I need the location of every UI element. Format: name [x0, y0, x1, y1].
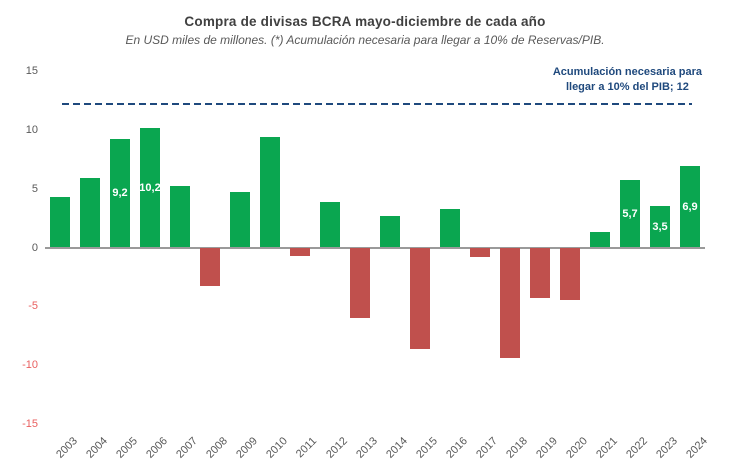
x-tick-2022: 2022	[623, 435, 650, 461]
x-tick-2019: 2019	[533, 435, 560, 461]
bar-2011	[290, 247, 310, 256]
bar-2020	[560, 247, 580, 301]
reference-annotation-line1: Acumulación necesaria para	[552, 66, 702, 78]
bar-2003	[50, 196, 70, 248]
bar-value-label-2023: 3,5	[652, 220, 668, 233]
bar-2006	[140, 127, 160, 248]
chart-title: Compra de divisas BCRA mayo-diciembre de…	[184, 14, 546, 29]
x-tick-2018: 2018	[503, 435, 530, 461]
x-tick-2021: 2021	[593, 435, 620, 461]
bar-2015	[410, 247, 430, 349]
y-tick-10: 10	[25, 123, 38, 136]
bar-value-label-2024: 6,9	[682, 200, 698, 213]
bar-2007	[170, 186, 190, 248]
x-tick-2012: 2012	[323, 435, 350, 461]
x-tick-2007: 2007	[173, 435, 200, 461]
bar-value-label-2022: 5,7	[622, 207, 638, 220]
reference-annotation: Acumulación necesaria para llegar a 10% …	[553, 65, 702, 95]
x-tick-2014: 2014	[383, 435, 410, 461]
x-tick-2006: 2006	[143, 435, 170, 461]
bar-2023	[650, 206, 670, 248]
x-tick-2010: 2010	[263, 435, 290, 461]
y-tick-0: 0	[31, 241, 38, 254]
x-tick-2009: 2009	[233, 435, 260, 461]
bar-2018	[500, 247, 520, 359]
x-tick-2008: 2008	[203, 435, 230, 461]
bar-value-label-2005: 9,2	[112, 187, 128, 200]
chart-subtitle: En USD miles de millones. (*) Acumulació…	[125, 33, 605, 47]
x-tick-2003: 2003	[53, 435, 80, 461]
y-tick-15: 15	[25, 65, 38, 78]
bar-2019	[530, 247, 550, 299]
bar-2004	[80, 178, 100, 248]
bar-2016	[440, 208, 460, 248]
bar-2008	[200, 247, 220, 287]
bar-2024	[680, 166, 700, 248]
y-tick-5: 5	[31, 182, 38, 195]
y-tick--5: -5	[28, 300, 38, 313]
x-tick-2023: 2023	[653, 435, 680, 461]
x-tick-2005: 2005	[113, 435, 140, 461]
x-tick-2015: 2015	[413, 435, 440, 461]
bar-2005	[110, 139, 130, 248]
bar-2013	[350, 247, 370, 319]
bar-value-label-2006: 10,2	[139, 181, 161, 194]
bar-2009	[230, 192, 250, 248]
x-tick-2004: 2004	[83, 435, 110, 461]
bar-2012	[320, 201, 340, 248]
bar-2017	[470, 247, 490, 257]
y-tick--15: -15	[22, 417, 38, 430]
x-tick-2017: 2017	[473, 435, 500, 461]
x-tick-2024: 2024	[683, 435, 710, 461]
bar-2010	[260, 136, 280, 248]
bar-2014	[380, 215, 400, 248]
bar-2022	[620, 180, 640, 248]
x-tick-2013: 2013	[353, 435, 380, 461]
x-tick-2011: 2011	[294, 435, 320, 461]
bar-2021	[590, 232, 610, 248]
x-tick-2016: 2016	[443, 435, 470, 461]
reference-annotation-line2: llegar a 10% del PIB; 12	[565, 81, 689, 93]
x-axis-line	[45, 247, 705, 249]
x-tick-2020: 2020	[563, 435, 590, 461]
y-tick--10: -10	[22, 359, 38, 372]
reference-dashed-line	[62, 103, 692, 105]
